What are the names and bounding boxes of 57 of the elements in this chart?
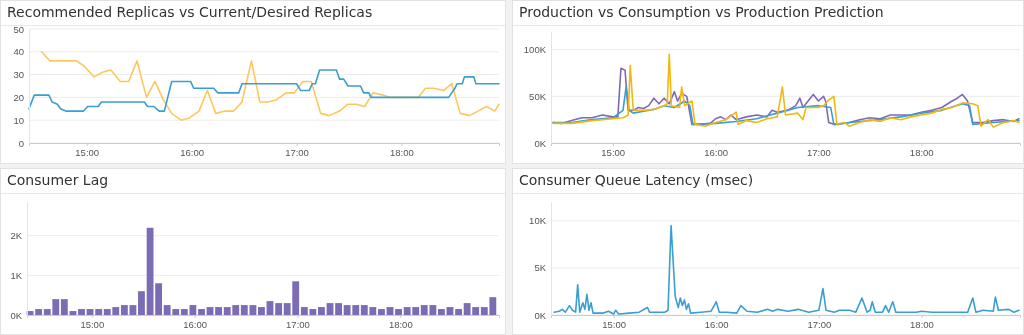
bar [215,307,222,315]
y-tick-label: 0K [534,309,547,321]
bar [258,307,265,315]
chart-title: Consumer Queue Latency (msec) [519,172,754,188]
line-series [28,69,500,112]
bar [138,291,145,315]
y-tick-label: 0K [534,137,547,149]
bar [78,309,85,315]
bar [120,305,128,315]
y-tick-label: 5K [534,262,547,274]
line-series [552,86,1020,126]
bar [240,305,248,315]
bar [318,307,325,315]
x-tick-label: 15:00 [75,146,100,158]
chart-title: Recommended Replicas vs Current/Desired Replicas [7,4,373,20]
x-tick-label: 16:00 [180,146,204,158]
bar [378,309,385,315]
y-tick-label: 0K [10,309,23,321]
bar [35,309,43,315]
y-tick-label: 10K [529,215,547,227]
x-tick-label: 18:00 [909,146,934,158]
x-tick-label: 17:00 [286,318,310,330]
y-tick-label: 50K [529,90,547,102]
y-tick-label: 50 [13,23,24,35]
x-tick-label: 16:00 [704,318,729,330]
bar [198,309,205,315]
chart-title: Consumer Lag [7,172,109,188]
bar [60,299,68,315]
x-tick-label: 17:00 [807,146,831,158]
y-tick-label: 100K [523,44,547,56]
bar [95,309,103,315]
bar [275,303,283,315]
bar [455,309,462,315]
x-tick-label: 18:00 [390,146,414,158]
y-tick-label: 30 [13,69,24,81]
x-tick-label: 15:00 [80,318,105,330]
line-series [552,53,1020,128]
x-tick-label: 16:00 [704,146,728,158]
x-tick-label: 15:00 [601,146,626,158]
bar [335,303,342,315]
line-series [40,51,500,121]
x-tick-label: 17:00 [285,146,309,158]
y-tick-label: 20 [13,91,24,103]
y-tick-label: 0 [18,137,24,149]
y-tick-label: 1K [10,269,23,281]
x-tick-label: 16:00 [183,318,208,330]
x-tick-label: 17:00 [807,318,832,330]
x-tick-label: 15:00 [602,318,626,330]
chart-title: Production vs Consumption vs Production Prediction [519,4,884,20]
x-tick-label: 18:00 [388,318,413,330]
line-series [553,224,1020,315]
y-tick-label: 40 [13,46,24,58]
bar [438,309,445,315]
y-tick-label: 2K [10,230,23,242]
x-tick-label: 18:00 [910,318,934,330]
y-tick-label: 10 [13,114,24,126]
bar [395,309,402,315]
